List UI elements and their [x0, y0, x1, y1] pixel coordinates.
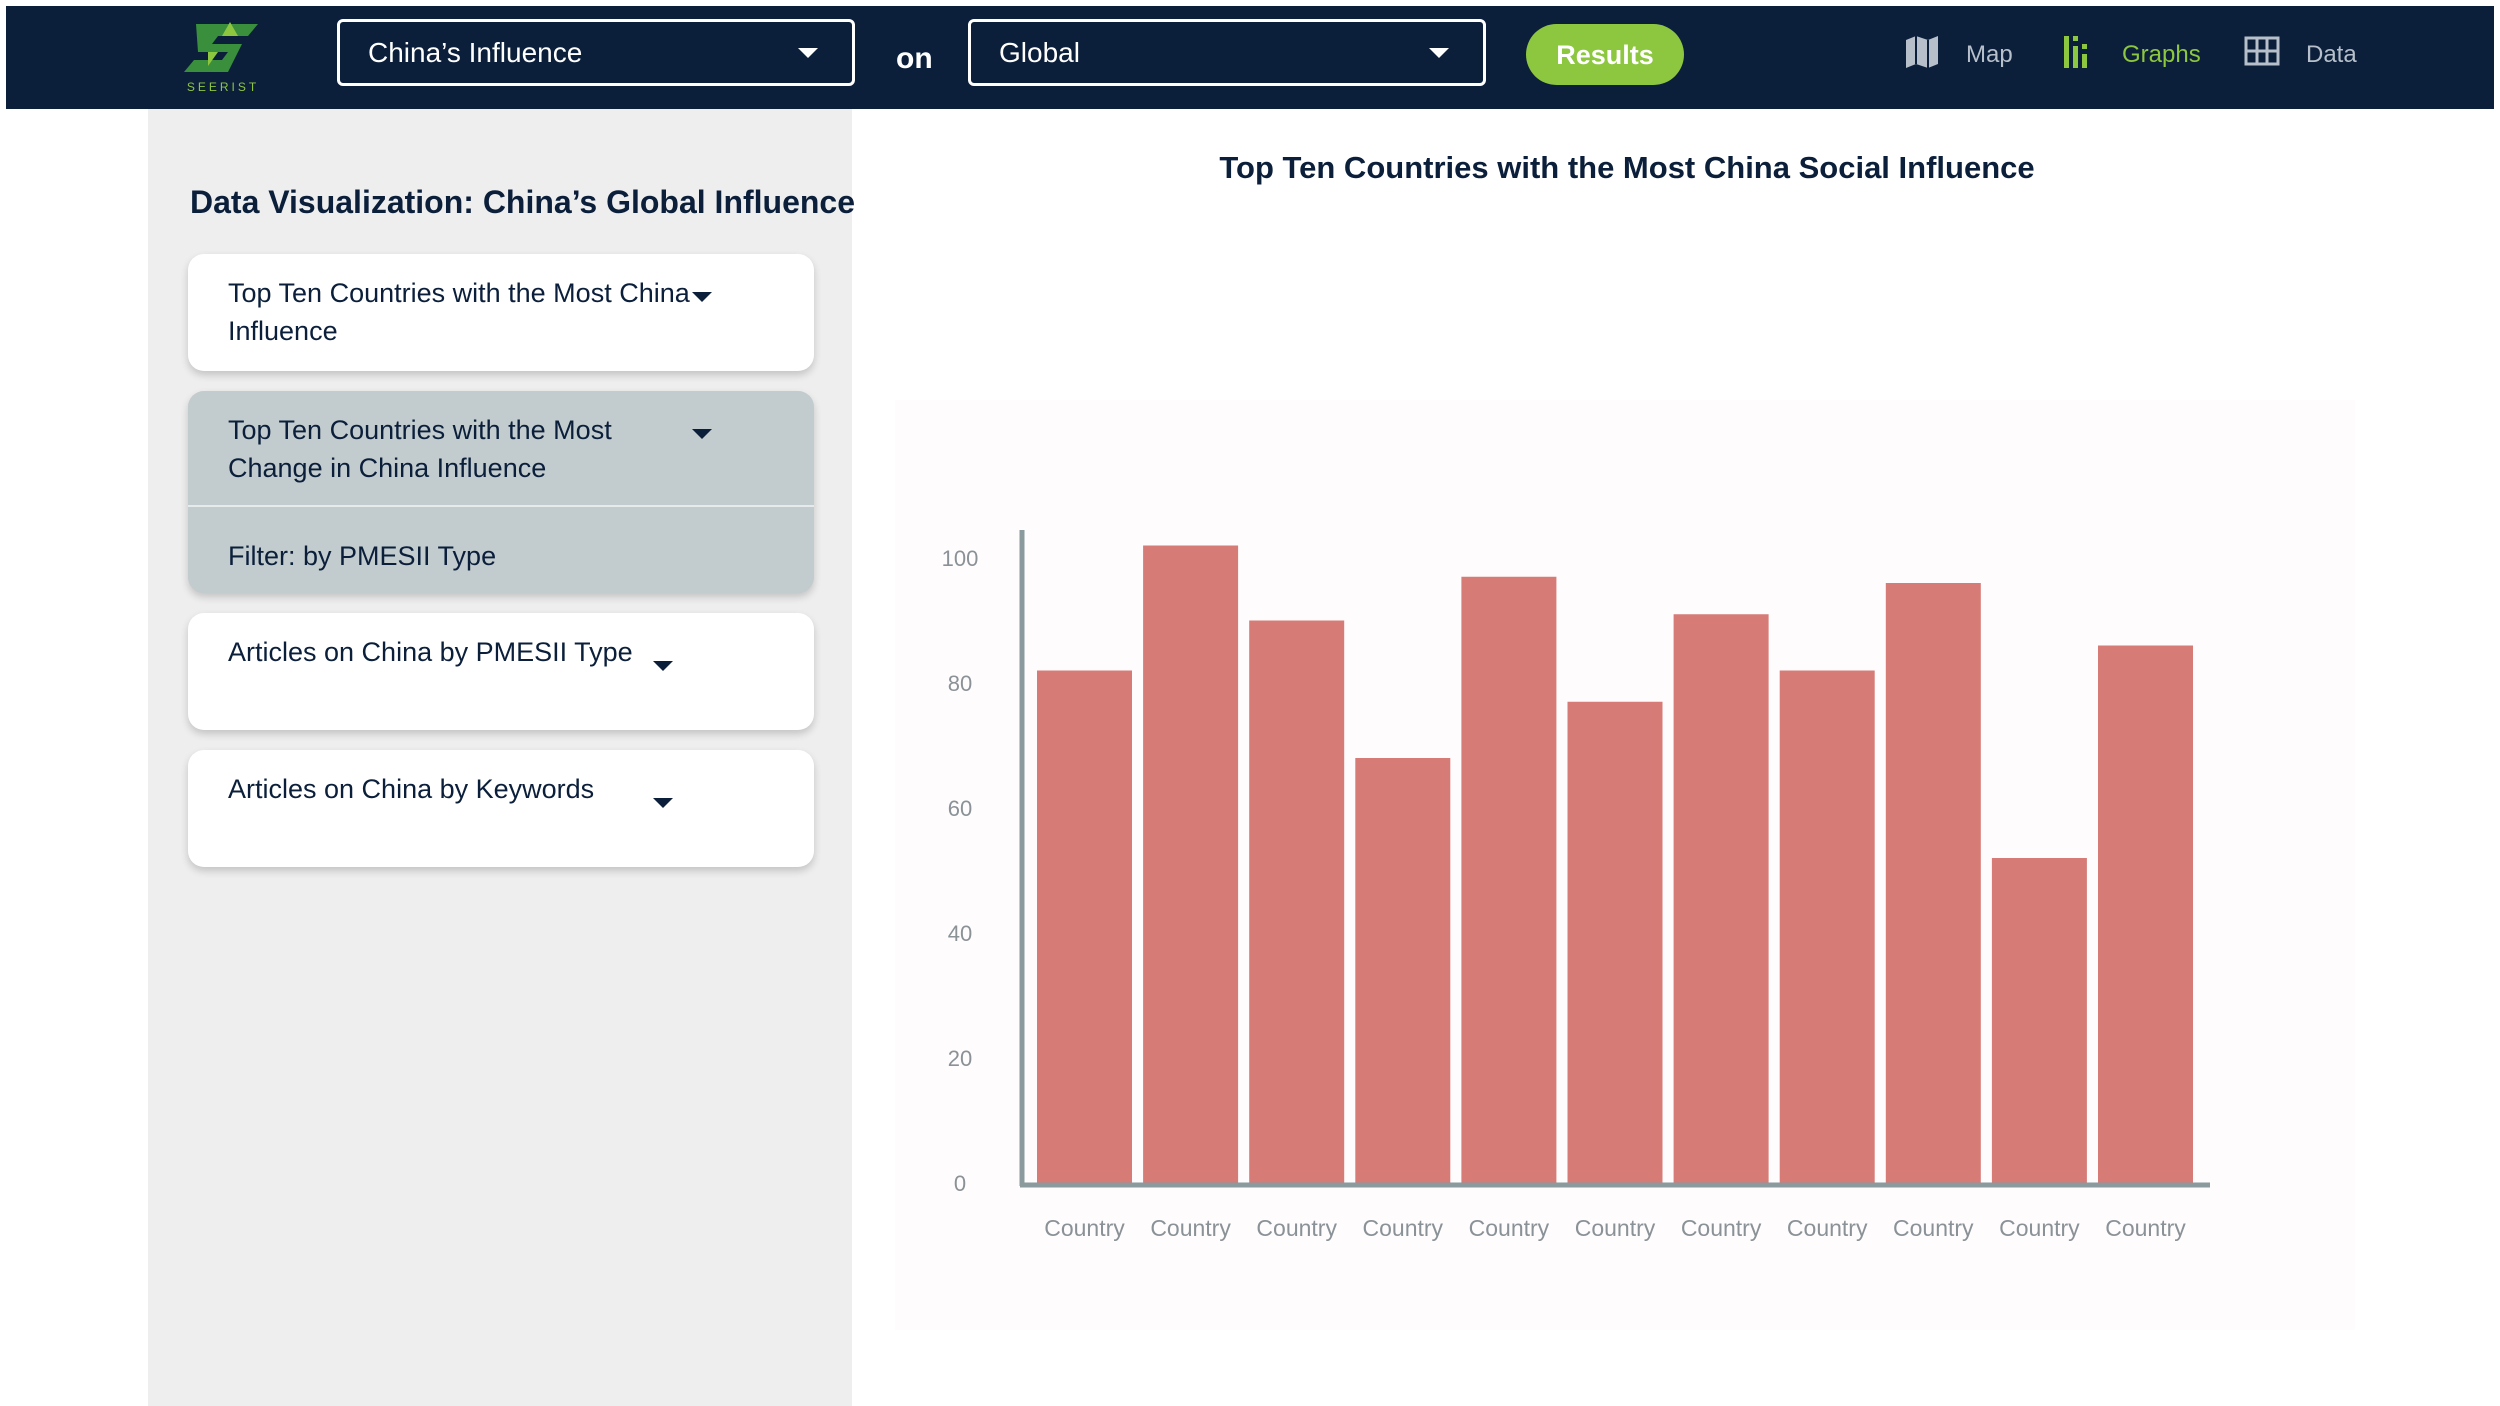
card-articles-keywords[interactable]: Articles on China by Keywords: [188, 750, 814, 867]
bar[interactable]: [1461, 576, 1557, 1183]
card-title: Articles on China by Keywords: [228, 774, 595, 804]
card-divider: [188, 505, 814, 507]
topic-select[interactable]: China’s Influence: [337, 19, 855, 86]
bar[interactable]: [1037, 670, 1132, 1184]
chevron-down-icon[interactable]: [692, 429, 712, 439]
seerist-logo[interactable]: SEERIST: [178, 18, 268, 100]
chevron-down-icon[interactable]: [653, 798, 673, 808]
scope-select[interactable]: Global: [968, 19, 1486, 86]
seerist-logo-icon: [184, 22, 258, 72]
x-tick-label: Country: [1150, 1215, 1231, 1241]
bar[interactable]: [2098, 645, 2193, 1184]
results-button[interactable]: Results: [1526, 24, 1684, 85]
bar[interactable]: [1885, 583, 1981, 1183]
chart-title: Top Ten Countries with the Most China So…: [1219, 150, 2035, 185]
logo-text: SEERIST: [186, 80, 260, 94]
card-top-ten-change[interactable]: Top Ten Countries with the Most Change i…: [188, 391, 814, 593]
chevron-down-icon[interactable]: [692, 292, 712, 302]
x-tick-label: Country: [1256, 1215, 1337, 1241]
filter-pmesii-type[interactable]: Filter: by PMESII Type: [228, 541, 497, 571]
y-tick-label: 0: [954, 1171, 966, 1196]
y-tick-label: 40: [948, 921, 972, 946]
on-label: on: [896, 42, 933, 75]
x-tick-label: Country: [1893, 1215, 1974, 1241]
bar[interactable]: [1143, 545, 1239, 1184]
bar[interactable]: [1673, 614, 1769, 1183]
y-tick-label: 100: [942, 546, 979, 571]
x-tick-label: Country: [2105, 1215, 2186, 1241]
bar[interactable]: [1991, 858, 2087, 1183]
x-tick-label: Country: [1469, 1215, 1550, 1241]
map-icon: [1906, 36, 1938, 68]
nav-graphs[interactable]: Graphs: [2058, 32, 2201, 76]
x-tick-label: Country: [1681, 1215, 1762, 1241]
grid-icon: [2244, 36, 2280, 66]
nav-graphs-label: Graphs: [2122, 41, 2201, 68]
x-tick-label: Country: [1363, 1215, 1444, 1241]
bar[interactable]: [1355, 758, 1451, 1183]
bar[interactable]: [1779, 670, 1875, 1184]
scope-select-value: Global: [999, 37, 1080, 68]
y-tick-label: 80: [948, 671, 972, 696]
card-title: Top Ten Countries with the Most Change i…: [228, 415, 612, 483]
x-tick-label: Country: [1575, 1215, 1656, 1241]
card-articles-pmesii[interactable]: Articles on China by PMESII Type: [188, 613, 814, 730]
nav-data[interactable]: Data: [2242, 32, 2357, 76]
bar[interactable]: [1249, 620, 1345, 1184]
sidebar: Data Visualization: China’s Global Influ…: [148, 109, 856, 1406]
card-top-ten-influence[interactable]: Top Ten Countries with the Most China In…: [188, 254, 814, 371]
topic-select-value: China’s Influence: [368, 37, 583, 68]
y-tick-label: 20: [948, 1046, 972, 1071]
card-title: Top Ten Countries with the Most China In…: [228, 278, 690, 346]
nav-data-label: Data: [2306, 41, 2357, 68]
nav-map[interactable]: Map: [1902, 32, 2013, 76]
chevron-down-icon: [798, 48, 818, 58]
chevron-down-icon[interactable]: [653, 661, 673, 671]
top-nav-bar: SEERIST China’s Influence on Global Resu…: [6, 6, 2494, 109]
x-tick-label: Country: [1044, 1215, 1125, 1241]
bar[interactable]: [1567, 701, 1663, 1183]
sidebar-title: Data Visualization: China’s Global Influ…: [190, 184, 856, 220]
graphs-icon: [2064, 36, 2087, 68]
x-tick-label: Country: [1999, 1215, 2080, 1241]
nav-map-label: Map: [1966, 41, 2013, 68]
y-tick-label: 60: [948, 796, 972, 821]
card-title: Articles on China by PMESII Type: [228, 637, 633, 667]
x-tick-label: Country: [1787, 1215, 1868, 1241]
chevron-down-icon: [1429, 48, 1449, 58]
